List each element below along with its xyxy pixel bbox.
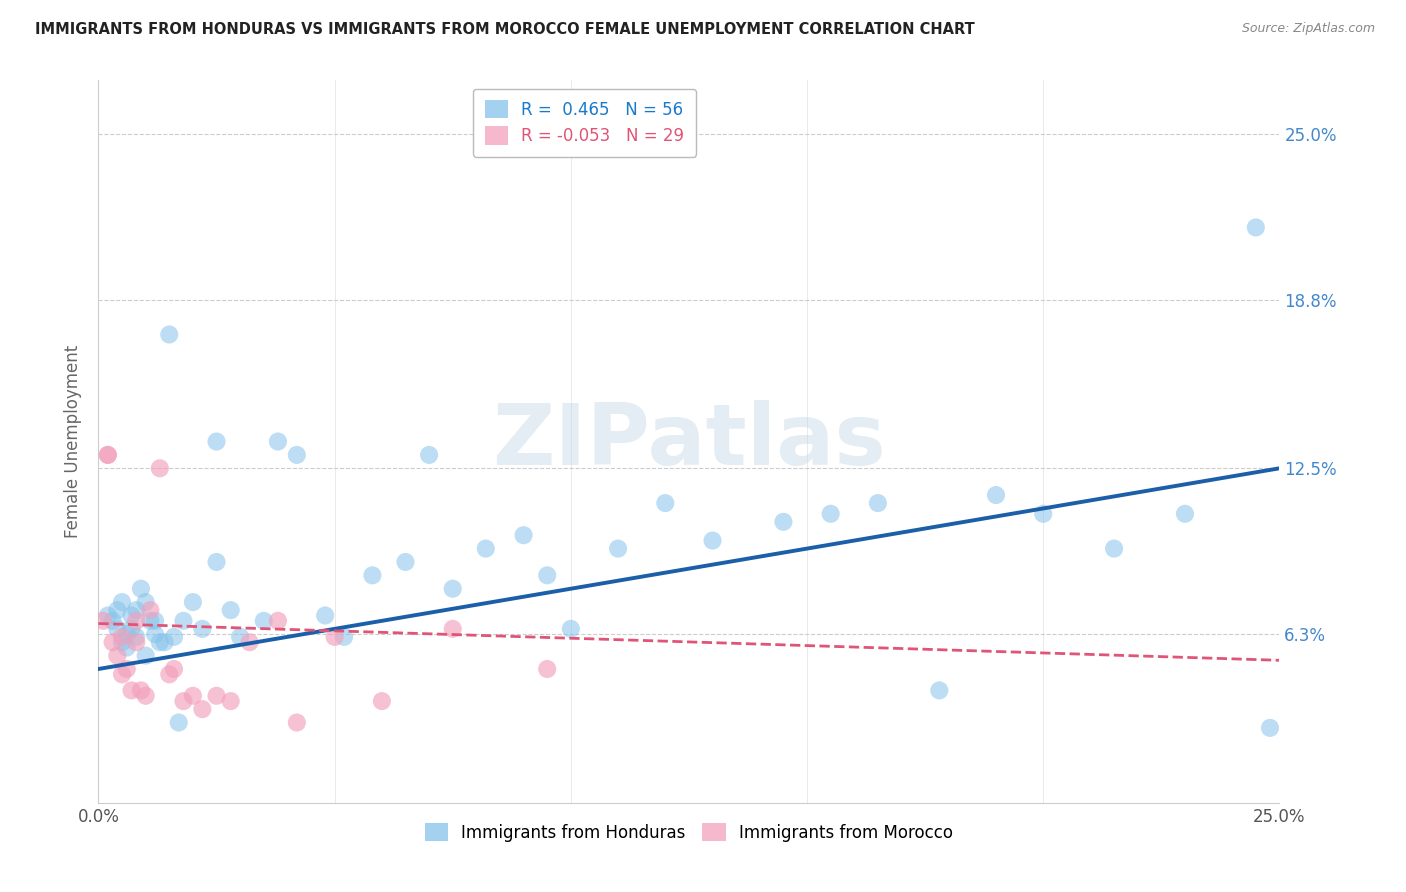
Point <box>607 541 630 556</box>
Point <box>111 595 134 609</box>
Point <box>105 603 128 617</box>
Point <box>153 635 176 649</box>
Point <box>121 683 143 698</box>
Point <box>361 568 384 582</box>
Point <box>536 662 558 676</box>
Point <box>253 614 276 628</box>
Point <box>97 448 120 462</box>
Point <box>475 541 498 556</box>
Point <box>135 595 157 609</box>
Point <box>371 694 394 708</box>
Point <box>205 555 228 569</box>
Point <box>772 515 794 529</box>
Point <box>441 582 464 596</box>
Point <box>654 496 676 510</box>
Point <box>135 648 157 663</box>
Y-axis label: Female Unemployment: Female Unemployment <box>63 345 82 538</box>
Point <box>1102 541 1125 556</box>
Point <box>115 640 138 655</box>
Point <box>125 603 148 617</box>
Point <box>984 488 1007 502</box>
Point <box>441 622 464 636</box>
Point <box>314 608 336 623</box>
Point <box>111 630 134 644</box>
Point <box>91 614 114 628</box>
Legend: Immigrants from Honduras, Immigrants from Morocco: Immigrants from Honduras, Immigrants fro… <box>418 817 960 848</box>
Point <box>139 603 162 617</box>
Point <box>163 630 186 644</box>
Point <box>267 614 290 628</box>
Point <box>105 622 128 636</box>
Point <box>143 627 166 641</box>
Point <box>129 683 152 698</box>
Point <box>101 614 124 628</box>
Point <box>111 667 134 681</box>
Point <box>125 635 148 649</box>
Point <box>285 448 308 462</box>
Point <box>219 603 242 617</box>
Point <box>866 496 889 510</box>
Point <box>157 327 180 342</box>
Point <box>229 630 252 644</box>
Point <box>1174 507 1197 521</box>
Point <box>418 448 440 462</box>
Point <box>1258 721 1281 735</box>
Point <box>205 434 228 449</box>
Point <box>267 434 290 449</box>
Text: ZIPatlas: ZIPatlas <box>492 400 886 483</box>
Point <box>1244 220 1267 235</box>
Point <box>97 448 120 462</box>
Point <box>928 683 950 698</box>
Point <box>191 702 214 716</box>
Text: Source: ZipAtlas.com: Source: ZipAtlas.com <box>1241 22 1375 36</box>
Point <box>115 662 138 676</box>
Point <box>702 533 724 548</box>
Point <box>181 689 204 703</box>
Point <box>157 667 180 681</box>
Point <box>129 582 152 596</box>
Text: IMMIGRANTS FROM HONDURAS VS IMMIGRANTS FROM MOROCCO FEMALE UNEMPLOYMENT CORRELAT: IMMIGRANTS FROM HONDURAS VS IMMIGRANTS F… <box>35 22 974 37</box>
Point <box>143 614 166 628</box>
Point <box>1032 507 1054 521</box>
Point <box>139 614 162 628</box>
Point <box>101 635 124 649</box>
Point <box>135 689 157 703</box>
Point <box>149 461 172 475</box>
Point <box>97 608 120 623</box>
Point <box>394 555 416 569</box>
Point <box>125 614 148 628</box>
Point <box>512 528 534 542</box>
Point <box>105 648 128 663</box>
Point <box>285 715 308 730</box>
Point <box>163 662 186 676</box>
Point <box>219 694 242 708</box>
Point <box>115 627 138 641</box>
Point <box>172 694 194 708</box>
Point <box>820 507 842 521</box>
Point <box>181 595 204 609</box>
Point <box>560 622 582 636</box>
Point <box>172 614 194 628</box>
Point <box>121 608 143 623</box>
Point <box>125 630 148 644</box>
Point <box>536 568 558 582</box>
Point <box>191 622 214 636</box>
Point <box>167 715 190 730</box>
Point <box>111 635 134 649</box>
Point <box>205 689 228 703</box>
Point <box>149 635 172 649</box>
Point <box>239 635 262 649</box>
Point <box>323 630 346 644</box>
Point <box>121 622 143 636</box>
Point <box>333 630 356 644</box>
